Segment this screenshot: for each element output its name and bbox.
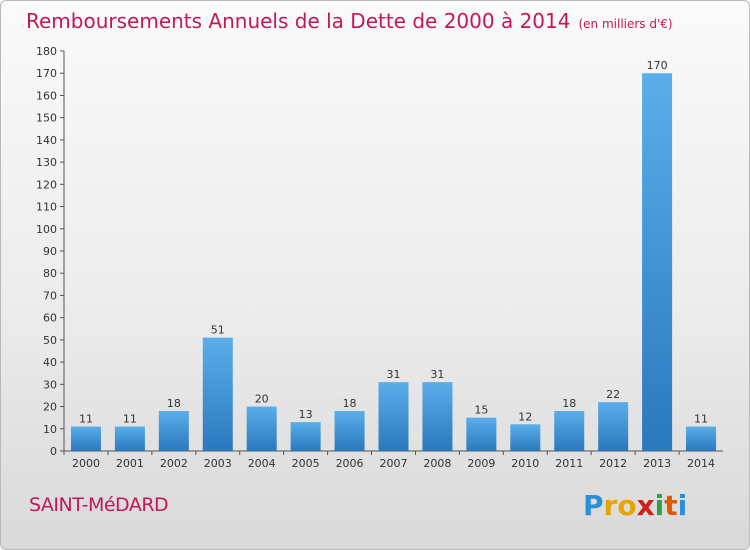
bar-value-label: 51 [211, 324, 225, 337]
logo-letter: i [677, 489, 688, 522]
bar [202, 337, 233, 451]
x-tick-label: 2003 [204, 457, 232, 470]
logo-letter: P [583, 489, 604, 522]
y-tick-label: 170 [36, 67, 57, 80]
bar [686, 426, 717, 451]
bars [70, 73, 717, 451]
bar [290, 422, 321, 451]
y-tick-label: 120 [36, 178, 57, 191]
bar-value-label: 11 [694, 413, 708, 426]
bar [334, 411, 365, 451]
bar [246, 406, 277, 451]
chart-title-text: Remboursements Annuels de la Dette de 20… [26, 9, 571, 33]
bar [554, 411, 585, 451]
y-tick-label: 70 [43, 289, 57, 302]
data-labels: 11 11 18 51 20 13 18 31 31 15 12 18 22 170 11 [79, 59, 708, 425]
y-tick-label: 90 [43, 245, 57, 258]
y-tick-label: 80 [43, 267, 57, 280]
bar [114, 426, 145, 451]
x-tick-label: 2012 [599, 457, 627, 470]
bar [598, 402, 629, 451]
bar [70, 426, 101, 451]
y-tick-label: 50 [43, 334, 57, 347]
y-tick-label: 10 [43, 423, 57, 436]
bar-value-label: 170 [647, 59, 668, 72]
x-tick-label: 2004 [248, 457, 276, 470]
bar-value-label: 15 [474, 404, 488, 417]
x-tick-label: 2009 [467, 457, 495, 470]
y-tick-label: 40 [43, 356, 57, 369]
y-tick-label: 20 [43, 401, 57, 414]
bar [642, 73, 673, 451]
x-tick-label: 2014 [687, 457, 715, 470]
y-tick-label: 60 [43, 312, 57, 325]
bar-value-label: 18 [343, 397, 357, 410]
y-tick-label: 110 [36, 201, 57, 214]
x-tick-label: 2001 [116, 457, 144, 470]
y-tick-label: 100 [36, 223, 57, 236]
y-tick-label: 130 [36, 156, 57, 169]
bar-value-label: 22 [606, 388, 620, 401]
bar [158, 411, 189, 451]
bar [510, 424, 541, 451]
proxiti-logo: Proxiti [583, 489, 687, 522]
bar [422, 382, 453, 451]
x-tick-label: 2013 [643, 457, 671, 470]
y-tick-label: 160 [36, 89, 57, 102]
x-tick-label: 2000 [72, 457, 100, 470]
x-tick-label: 2011 [555, 457, 583, 470]
logo-letter: r [603, 489, 618, 522]
y-tick-label: 30 [43, 378, 57, 391]
x-tick-label: 2002 [160, 457, 188, 470]
bar-value-label: 31 [387, 368, 401, 381]
bar-value-label: 12 [518, 410, 532, 423]
y-tick-label: 180 [36, 45, 57, 58]
x-tick-label: 2007 [380, 457, 408, 470]
logo-letter: o [617, 489, 637, 522]
bar [378, 382, 409, 451]
logo-letter: x [636, 489, 655, 522]
chart-unit: (en milliers d'€) [578, 17, 673, 31]
bar-value-label: 31 [430, 368, 444, 381]
bar-value-label: 11 [123, 413, 137, 426]
bar-value-label: 11 [79, 413, 93, 426]
bar [466, 417, 497, 451]
logo-letter: i [654, 489, 665, 522]
bar-value-label: 20 [255, 393, 269, 406]
x-tick-label: 2008 [423, 457, 451, 470]
x-tick-label: 2005 [292, 457, 320, 470]
logo-letter: t [664, 489, 678, 522]
y-tick-label: 140 [36, 134, 57, 147]
bar-value-label: 18 [167, 397, 181, 410]
y-tick-label: 150 [36, 112, 57, 125]
chart-title: Remboursements Annuels de la Dette de 20… [26, 9, 673, 33]
bar-value-label: 13 [299, 408, 313, 421]
x-tick-label: 2006 [336, 457, 364, 470]
y-tick-label: 0 [50, 445, 57, 458]
x-tick-label: 2010 [511, 457, 539, 470]
x-axis: 2000 2001 2002 2003 2004 2005 2006 2007 2008 2009… [63, 450, 723, 470]
commune-name: SAINT-MéDARD [29, 494, 169, 516]
bar-value-label: 18 [562, 397, 576, 410]
y-axis: 0 10 20 30 40 50 60 70 80 90 100 110 120 130 140 150 160… [36, 45, 65, 458]
